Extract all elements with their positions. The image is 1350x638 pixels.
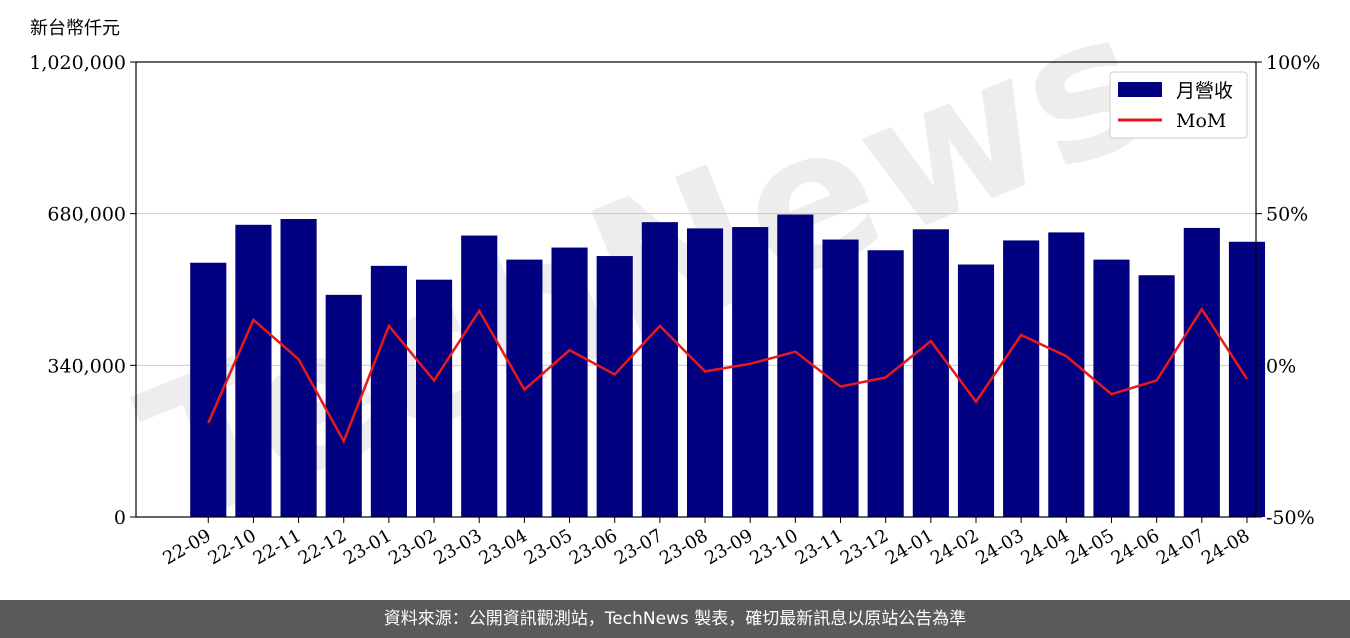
revenue-bar bbox=[461, 236, 497, 517]
x-tick-label: 23-11 bbox=[792, 525, 847, 569]
revenue-bar bbox=[281, 219, 317, 517]
legend-label-revenue: 月營收 bbox=[1176, 80, 1233, 102]
revenue-bar bbox=[190, 263, 226, 517]
x-tick-label: 24-04 bbox=[1017, 525, 1072, 569]
revenue-bar bbox=[1048, 232, 1084, 517]
y-tick-label: 1,020,000 bbox=[29, 52, 126, 74]
revenue-bar bbox=[597, 256, 633, 517]
x-tick-label: 24-03 bbox=[972, 525, 1027, 569]
revenue-bar bbox=[958, 265, 994, 517]
y-tick-label: 340,000 bbox=[47, 355, 126, 377]
x-tick-label: 23-06 bbox=[566, 525, 621, 569]
y-tick-label: 680,000 bbox=[47, 204, 126, 226]
x-tick-label: 23-01 bbox=[340, 525, 395, 569]
x-tick-label: 22-12 bbox=[295, 525, 350, 569]
revenue-bar bbox=[371, 266, 407, 517]
revenue-bar bbox=[1139, 275, 1175, 517]
revenue-bar bbox=[1093, 260, 1129, 517]
x-tick-label: 23-05 bbox=[521, 525, 576, 569]
y2-tick-label: -50% bbox=[1266, 507, 1315, 529]
x-tick-label: 23-07 bbox=[611, 525, 666, 569]
revenue-bar bbox=[416, 280, 452, 517]
x-tick-label: 24-02 bbox=[927, 525, 982, 569]
revenue-bar bbox=[687, 228, 723, 517]
x-tick-label: 23-12 bbox=[837, 525, 892, 569]
revenue-bar bbox=[642, 222, 678, 517]
revenue-bar bbox=[1003, 240, 1039, 517]
x-tick-label: 23-10 bbox=[746, 525, 801, 569]
revenue-bar bbox=[868, 250, 904, 517]
revenue-bar bbox=[1229, 242, 1265, 517]
x-tick-label: 23-09 bbox=[701, 525, 756, 569]
revenue-chart: TechNews0340,000680,0001,020,000-50%0%50… bbox=[0, 0, 1350, 600]
y2-tick-label: 50% bbox=[1266, 204, 1308, 226]
x-tick-label: 24-07 bbox=[1153, 525, 1208, 569]
y2-tick-label: 0% bbox=[1266, 355, 1296, 377]
legend-label-mom: MoM bbox=[1176, 110, 1226, 132]
x-tick-label: 24-01 bbox=[882, 525, 937, 569]
x-tick-label: 23-02 bbox=[385, 525, 440, 569]
x-tick-label: 23-04 bbox=[475, 525, 530, 569]
x-tick-label: 23-03 bbox=[430, 525, 485, 569]
y2-tick-label: 100% bbox=[1266, 52, 1320, 74]
x-tick-label: 24-06 bbox=[1108, 525, 1163, 569]
revenue-bar bbox=[913, 229, 949, 517]
x-tick-label: 24-05 bbox=[1063, 525, 1118, 569]
x-tick-label: 23-08 bbox=[656, 525, 711, 569]
revenue-bar bbox=[551, 248, 587, 517]
source-footer: 資料來源：公開資訊觀測站，TechNews 製表，確切最新訊息以原站公告為準 bbox=[0, 600, 1350, 638]
legend-swatch-revenue bbox=[1118, 82, 1162, 97]
y-tick-label: 0 bbox=[114, 507, 126, 529]
revenue-bar bbox=[235, 225, 271, 517]
x-tick-label: 24-08 bbox=[1198, 525, 1253, 569]
revenue-bar bbox=[777, 215, 813, 517]
revenue-bar bbox=[732, 227, 768, 517]
revenue-bar bbox=[1184, 228, 1220, 517]
